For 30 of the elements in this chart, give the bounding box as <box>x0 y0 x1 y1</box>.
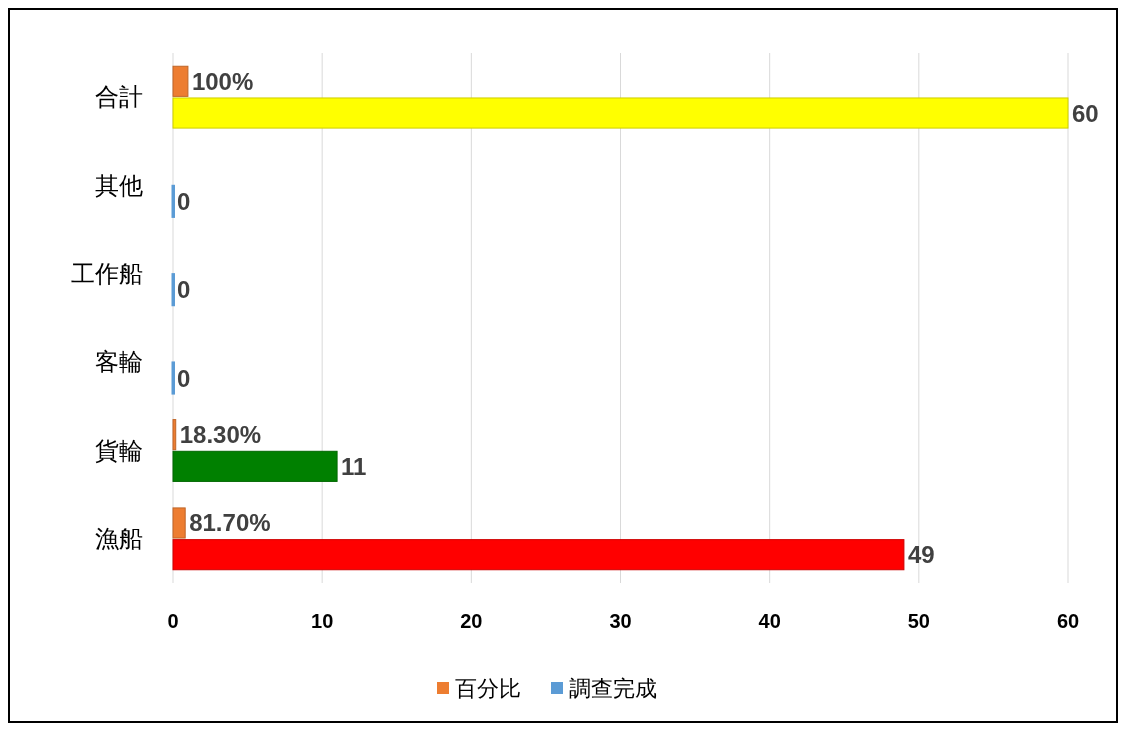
data-label: 0 <box>177 364 191 392</box>
data-label: 18.30% <box>179 421 262 449</box>
y-tick-label: 工作船 <box>71 259 143 288</box>
legend-label: 調查完成 <box>569 675 657 701</box>
x-tick-label: 30 <box>609 610 632 632</box>
bar <box>172 539 905 571</box>
y-tick-label: 漁船 <box>95 524 143 553</box>
bar <box>172 65 189 97</box>
bar <box>172 419 177 451</box>
data-label: 0 <box>177 276 191 304</box>
y-tick-label: 貨輪 <box>95 436 143 465</box>
x-tick-label: 60 <box>1056 610 1080 632</box>
data-label: 11 <box>341 452 367 480</box>
bar <box>172 97 1069 129</box>
data-label: 0 <box>177 187 191 215</box>
y-tick-label: 合計 <box>95 83 143 112</box>
data-label: 60 <box>1072 99 1099 127</box>
data-label: 49 <box>907 541 935 569</box>
y-tick-label: 客輪 <box>95 348 143 377</box>
x-tick-label: 10 <box>311 610 334 632</box>
legend-label: 百分比 <box>455 675 521 701</box>
x-tick-label: 0 <box>167 610 179 632</box>
x-tick-label: 50 <box>907 610 930 632</box>
bar <box>172 507 186 539</box>
x-tick-label: 40 <box>758 610 781 632</box>
x-tick-label: 20 <box>460 610 483 632</box>
y-tick-label: 其他 <box>95 171 143 200</box>
data-label: 100% <box>191 67 254 95</box>
bar <box>172 450 338 482</box>
data-label: 81.70% <box>189 509 271 537</box>
